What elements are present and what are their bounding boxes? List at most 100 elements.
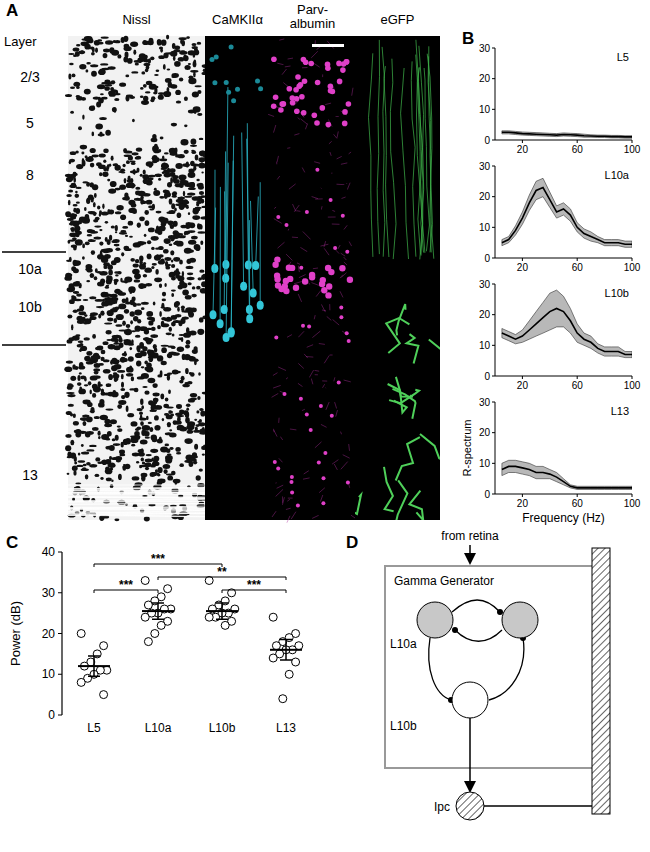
cell <box>200 241 203 245</box>
cell <box>106 330 112 334</box>
cell <box>185 65 191 70</box>
cell <box>187 272 193 275</box>
cell <box>153 459 159 462</box>
y-tick <box>492 314 495 315</box>
cell <box>134 60 142 63</box>
cell <box>153 398 159 402</box>
cell <box>182 354 186 360</box>
cell <box>187 230 195 233</box>
cell <box>127 328 131 333</box>
cell <box>78 340 84 343</box>
cell <box>140 399 143 405</box>
cell <box>115 231 117 233</box>
cell <box>183 333 191 338</box>
fiber <box>307 345 313 348</box>
cell <box>121 395 125 399</box>
cell <box>194 244 200 250</box>
cell <box>71 245 77 248</box>
cell <box>193 430 201 433</box>
cell <box>90 163 95 168</box>
fiber <box>68 490 205 493</box>
cell <box>138 283 144 289</box>
parvalbumin-image <box>268 36 356 523</box>
cell <box>176 91 179 95</box>
cell <box>86 280 90 282</box>
cell <box>150 449 158 453</box>
fiber <box>68 515 205 516</box>
cell <box>176 101 181 104</box>
cell <box>126 373 133 377</box>
fiber <box>349 242 352 247</box>
fiber <box>68 514 205 517</box>
cell <box>101 388 104 393</box>
cell <box>326 122 332 128</box>
stain-name: CaMKIIα <box>212 12 263 27</box>
cell <box>90 148 96 153</box>
layer-label: 8 <box>26 167 34 183</box>
significance-label: ** <box>217 565 227 579</box>
cell <box>195 207 202 209</box>
cell <box>144 234 147 237</box>
y-tick <box>492 196 495 197</box>
cell <box>320 105 326 111</box>
y-axis <box>495 166 496 258</box>
fiber <box>304 354 308 358</box>
cell <box>172 370 179 375</box>
cell <box>167 422 171 427</box>
cell <box>274 335 278 339</box>
y-tick-label: 0 <box>484 253 490 264</box>
cell <box>121 442 124 448</box>
cell <box>194 419 197 421</box>
cell <box>83 421 87 426</box>
error-bar <box>152 603 164 619</box>
cell <box>202 453 205 455</box>
cell <box>181 40 185 46</box>
axon <box>355 495 361 520</box>
fiber <box>68 506 205 509</box>
cell <box>92 155 99 158</box>
cell <box>120 388 125 391</box>
fiber <box>341 462 348 470</box>
cell <box>190 145 197 147</box>
cell <box>100 311 104 316</box>
cell <box>192 92 199 98</box>
cell <box>146 65 150 70</box>
fiber <box>274 219 282 224</box>
fiber <box>292 237 298 239</box>
cell <box>155 417 158 420</box>
fiber <box>68 509 205 511</box>
x-axis <box>495 494 632 495</box>
cell <box>191 150 194 152</box>
cell <box>153 190 160 196</box>
cell <box>154 74 159 76</box>
cell <box>164 469 168 474</box>
cell <box>143 40 147 44</box>
x-axis <box>495 258 632 259</box>
cell <box>161 317 167 321</box>
cell <box>84 356 91 362</box>
image-bg <box>355 36 440 520</box>
y-tick-label: 10 <box>479 458 491 469</box>
cell <box>95 42 103 45</box>
cell <box>68 190 73 193</box>
x-tick-label: 60 <box>572 380 584 391</box>
cell <box>293 285 299 291</box>
cell <box>73 268 79 273</box>
cell <box>146 366 153 372</box>
cell <box>139 260 142 265</box>
fiber <box>332 460 338 464</box>
cell <box>153 302 156 306</box>
cell <box>173 479 181 484</box>
cell <box>111 50 119 56</box>
cell <box>90 390 92 395</box>
cell <box>107 318 113 322</box>
cell <box>167 68 171 70</box>
cell <box>155 173 162 177</box>
cell <box>285 223 289 227</box>
cell <box>115 248 120 252</box>
cell <box>140 87 143 90</box>
axon <box>401 68 409 259</box>
cell <box>149 38 154 44</box>
cell <box>86 351 92 356</box>
point <box>279 695 287 703</box>
